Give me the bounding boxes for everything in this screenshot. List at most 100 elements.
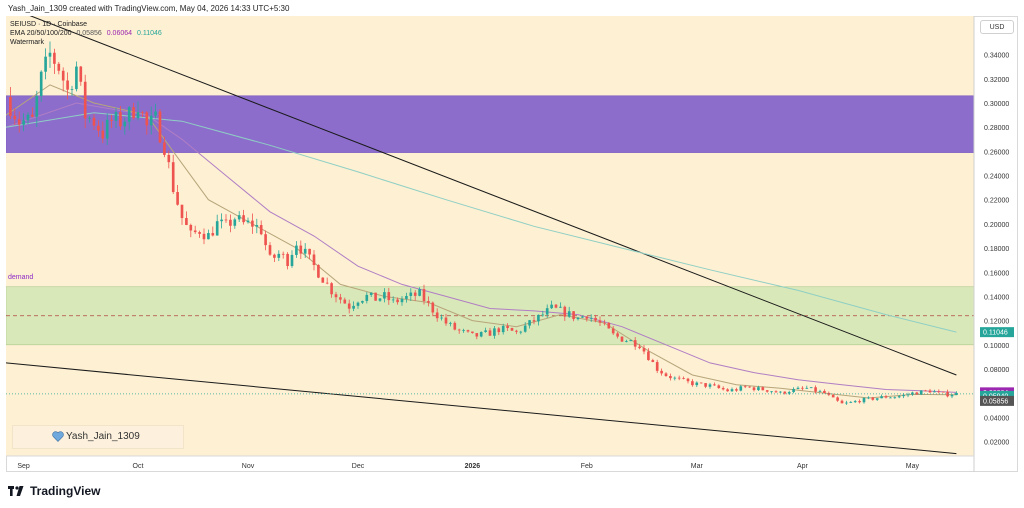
candle-body xyxy=(110,119,113,121)
candle-body xyxy=(673,377,677,379)
candle-body xyxy=(26,114,30,121)
candle-body xyxy=(528,320,531,326)
candle-body xyxy=(75,66,78,90)
candle-body xyxy=(765,390,769,392)
ema-legend-row: EMA 20/50/100/200 0.05856 0.06064 0.1104… xyxy=(10,29,162,38)
candle-body xyxy=(409,292,413,296)
trendline-1 xyxy=(29,16,957,376)
candle-body xyxy=(61,70,65,81)
price-chart[interactable]: 0.34000 0.32000 0.30000 0.28000 0.26000 0.240… xyxy=(6,16,1018,472)
y-tick-label: 0.22000 xyxy=(984,198,1009,205)
candle-body xyxy=(189,224,193,231)
candle-body xyxy=(805,387,809,389)
x-tick-label: Apr xyxy=(797,463,809,470)
demand-zone-label: demand xyxy=(8,274,34,281)
candle-body xyxy=(79,66,83,82)
y-tick-label: 0.08000 xyxy=(984,367,1009,374)
ema-line-3 xyxy=(6,112,957,333)
candle-body xyxy=(933,391,936,393)
candle-body xyxy=(193,230,197,233)
candle-body xyxy=(259,225,263,235)
tradingview-logo-text: TradingView xyxy=(30,484,101,498)
candle-body xyxy=(457,329,461,331)
candle-body xyxy=(809,387,813,389)
candle-body xyxy=(383,292,386,299)
candle-body xyxy=(449,322,452,324)
candle-body xyxy=(875,398,879,400)
heart-icon xyxy=(52,431,64,442)
candle-body xyxy=(66,80,69,90)
candle-body xyxy=(475,333,479,337)
candle-body xyxy=(611,328,615,334)
candle-body xyxy=(884,396,888,398)
candle-body xyxy=(801,387,804,389)
candle-body xyxy=(708,384,712,387)
candle-body xyxy=(598,320,602,323)
candle-body xyxy=(369,292,373,295)
candle-body xyxy=(207,233,210,240)
ema200-legend-value: 0.11046 xyxy=(136,30,162,37)
candle-body xyxy=(105,119,109,139)
candle-body xyxy=(13,115,17,120)
candle-body xyxy=(721,388,725,390)
price-label-tag xyxy=(980,395,1014,406)
candle-body xyxy=(264,234,267,246)
candle-body xyxy=(405,295,408,299)
candle-body xyxy=(339,297,342,300)
candle-body xyxy=(607,322,611,329)
watermark-box xyxy=(12,425,184,449)
candle-body xyxy=(83,81,87,119)
candle-body xyxy=(677,377,681,379)
candle-body xyxy=(444,317,448,324)
candle-body xyxy=(471,331,474,334)
y-tick-label: 0.26000 xyxy=(984,149,1009,156)
candle-body xyxy=(818,390,822,392)
candle-body xyxy=(136,112,140,119)
currency-button[interactable]: USD xyxy=(980,20,1014,34)
price-label-tag xyxy=(980,327,1014,338)
candle-body xyxy=(39,71,43,96)
chart-legend: SEIUSD · 1D · Coinbase EMA 20/50/100/200… xyxy=(10,20,162,47)
candle-body xyxy=(796,387,800,389)
candle-body xyxy=(413,292,417,296)
candle-body xyxy=(651,360,655,363)
candle-body xyxy=(774,391,778,393)
candle-body xyxy=(22,120,25,125)
candle-body xyxy=(422,289,426,302)
candle-body xyxy=(686,378,690,382)
candle-body xyxy=(347,303,351,309)
chart-created-by-line: Yash_Jain_1309 created with TradingView.… xyxy=(8,4,290,13)
candle-body xyxy=(831,394,835,398)
candle-body xyxy=(792,388,795,393)
candle-body xyxy=(242,215,245,223)
candle-body xyxy=(743,386,747,388)
candle-body xyxy=(682,378,685,379)
candle-body xyxy=(757,387,760,391)
y-tick-label: 0.18000 xyxy=(984,246,1009,253)
candle-body xyxy=(950,395,954,397)
candle-body xyxy=(224,219,228,221)
candle-body xyxy=(633,340,637,347)
candle-body xyxy=(180,204,184,219)
candle-body xyxy=(88,117,91,119)
candle-body xyxy=(141,112,144,114)
x-tick-label: Feb xyxy=(581,463,593,470)
y-tick-label: 0.20000 xyxy=(984,222,1009,229)
candle-body xyxy=(836,397,839,401)
x-tick-label: Dec xyxy=(352,463,365,470)
candle-body xyxy=(229,219,232,226)
candle-body xyxy=(726,389,729,392)
candle-body xyxy=(321,277,325,283)
price-label-text: 0.11046 xyxy=(983,330,1008,337)
candle-body xyxy=(290,254,294,267)
candle-body xyxy=(823,390,826,393)
candle-body xyxy=(867,397,870,399)
candle-body xyxy=(783,391,787,394)
candle-body xyxy=(589,317,593,319)
x-tick-label: Nov xyxy=(242,463,255,470)
candle-body xyxy=(902,395,905,397)
y-tick-label: 0.02000 xyxy=(984,439,1009,446)
tradingview-logo[interactable]: TradingView xyxy=(8,484,100,498)
candle-body xyxy=(97,125,100,131)
candle-body xyxy=(647,351,650,361)
